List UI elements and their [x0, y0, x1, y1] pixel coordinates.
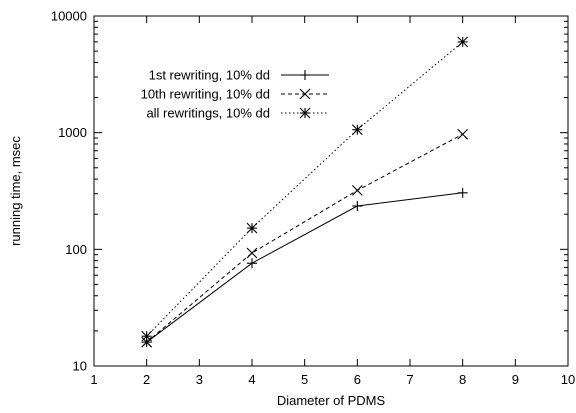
legend-marker [299, 88, 311, 100]
data-point [247, 258, 257, 269]
legend-marker [300, 70, 310, 80]
marker-stroke [457, 128, 469, 140]
marker-stroke [351, 124, 363, 136]
series-layer [141, 36, 469, 348]
marker-stroke [246, 247, 258, 259]
y-axis-label: running time, msec [8, 136, 23, 246]
x-tick-label: 1 [90, 372, 97, 387]
data-point [141, 330, 153, 342]
data-point [246, 247, 258, 259]
legend-label: 1st rewriting, 10% dd [149, 68, 270, 83]
legend-label: 10th rewriting, 10% dd [141, 87, 270, 102]
marker-stroke [299, 107, 311, 119]
x-tick-label: 3 [196, 372, 203, 387]
data-point [246, 222, 258, 234]
x-tick-label: 4 [248, 372, 255, 387]
data-point [352, 201, 363, 212]
y-tick-label: 10000 [51, 9, 87, 24]
marker-stroke [141, 330, 153, 342]
x-tick-label: 6 [354, 372, 361, 387]
series-line-2 [146, 133, 463, 343]
x-tick-label: 2 [143, 372, 150, 387]
x-tick-label: 8 [459, 372, 466, 387]
x-axis-ticks: 1 2 3 4 5 6 7 8 9 10 [90, 16, 575, 387]
plot-frame [93, 15, 569, 367]
x-tick-label: 5 [301, 372, 308, 387]
data-point [351, 185, 363, 196]
x-tick-label: 7 [406, 372, 413, 387]
x-tick-label: 9 [512, 372, 519, 387]
marker-stroke [246, 222, 258, 234]
legend-marker [299, 107, 311, 119]
y-tick-label: 100 [65, 242, 87, 257]
y-tick-label: 10 [73, 359, 87, 374]
x-tick-label: 10 [561, 372, 575, 387]
y-axis-ticks: 10 100 1000 10000 [51, 9, 568, 374]
legend-label: all rewritings, 10% dd [146, 106, 270, 121]
legend: 1st rewriting, 10% dd 10th rewriting, 10%… [141, 68, 329, 121]
data-point [457, 128, 469, 140]
x-axis-label: Diameter of PDMS [277, 393, 386, 408]
data-point [457, 36, 469, 48]
data-point [351, 124, 363, 136]
data-point [457, 187, 468, 198]
series-line-1 [146, 192, 463, 343]
y-tick-label: 1000 [58, 125, 87, 140]
marker-stroke [457, 36, 469, 48]
marker-stroke [351, 185, 363, 196]
marker-stroke [299, 88, 311, 100]
